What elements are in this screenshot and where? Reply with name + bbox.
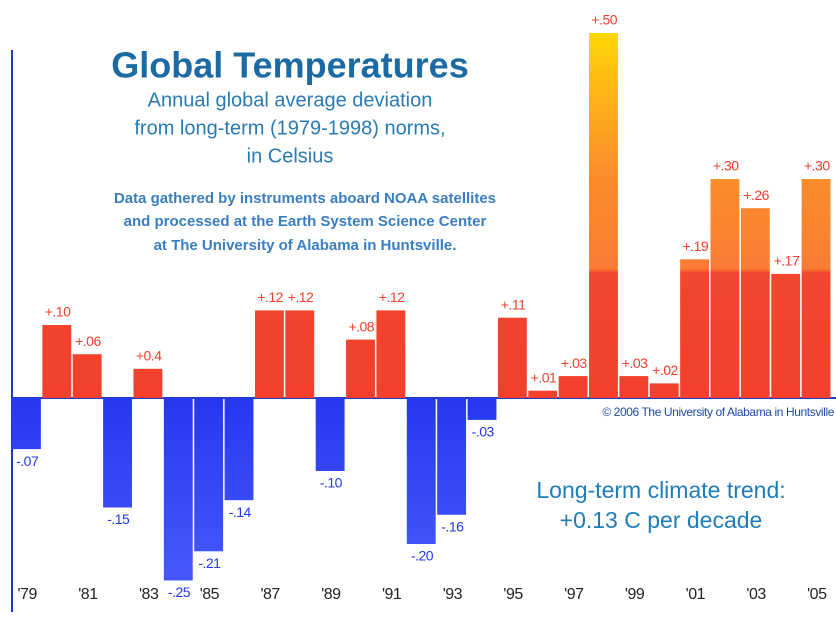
x-tick-label: '97 — [564, 586, 584, 603]
chart-title: Global Temperatures — [111, 45, 468, 86]
x-tick-label: '99 — [625, 586, 645, 603]
bar — [619, 376, 649, 398]
value-label: +.10 — [45, 304, 71, 320]
x-tick-label: '05 — [807, 586, 827, 603]
bar — [558, 376, 588, 398]
bar — [133, 368, 163, 398]
bar — [224, 398, 254, 501]
subtitle: from long-term (1979-1998) norms, — [134, 117, 445, 139]
bar — [740, 208, 770, 398]
x-tick-label: '83 — [139, 586, 159, 603]
bar — [42, 325, 72, 398]
value-label: +.30 — [804, 158, 830, 174]
value-label: -.07 — [16, 453, 39, 469]
bar — [710, 179, 740, 398]
annotation: Long-term climate trend: — [536, 477, 785, 503]
value-label: -.20 — [411, 548, 434, 564]
value-label: +.12 — [288, 289, 314, 305]
subtitle: Annual global average deviation — [148, 89, 433, 111]
value-label: +.06 — [75, 333, 101, 349]
x-tick-label: '03 — [746, 586, 766, 603]
value-label: +.08 — [348, 318, 374, 334]
value-label: -.21 — [198, 555, 221, 571]
x-tick-label: '01 — [686, 586, 706, 603]
bar — [528, 390, 558, 398]
subtitle: in Celsius — [247, 145, 334, 167]
value-label: +.26 — [743, 187, 769, 203]
source-note: and processed at the Earth System Scienc… — [124, 213, 487, 230]
x-tick-label: '91 — [382, 586, 402, 603]
value-label: +.03 — [622, 355, 648, 371]
bar — [437, 398, 467, 515]
value-label: +.02 — [652, 362, 678, 378]
bar — [103, 398, 132, 508]
x-tick-label: '81 — [78, 586, 98, 603]
value-label: +.19 — [683, 238, 709, 254]
bar — [12, 398, 41, 450]
value-label: +.12 — [379, 289, 405, 305]
bar — [801, 179, 831, 398]
source-note: Data gathered by instruments aboard NOAA… — [114, 190, 496, 207]
value-label: +.12 — [257, 289, 283, 305]
value-label: +.50 — [591, 12, 617, 28]
x-tick-label: '85 — [200, 586, 220, 603]
bar — [497, 317, 527, 398]
value-label: +.17 — [774, 253, 800, 269]
value-label: +.01 — [531, 369, 557, 385]
value-label: +.11 — [501, 296, 526, 312]
value-label: -.25 — [168, 584, 191, 600]
x-tick-label: '79 — [18, 586, 38, 603]
bar — [163, 398, 193, 581]
value-label: +.03 — [561, 355, 587, 371]
x-tick-label: '93 — [443, 586, 463, 603]
bar — [72, 354, 102, 398]
bar — [680, 259, 710, 398]
bar — [649, 383, 679, 398]
bar — [285, 310, 315, 398]
bar — [406, 398, 436, 544]
value-label: +0.4 — [136, 348, 162, 364]
bar — [376, 310, 406, 398]
copyright: © 2006 The University of Alabama in Hunt… — [602, 405, 834, 419]
bar — [315, 398, 345, 471]
bar — [254, 310, 284, 398]
bar — [467, 398, 497, 420]
x-tick-label: '87 — [260, 586, 280, 603]
value-label: -.10 — [320, 475, 343, 491]
source-note: at The University of Alabama in Huntsvil… — [154, 237, 457, 254]
value-label: +.30 — [713, 158, 739, 174]
bar — [346, 339, 375, 398]
bar — [589, 33, 618, 398]
x-tick-label: '95 — [503, 586, 523, 603]
value-label: -.15 — [107, 511, 130, 527]
value-label: -.16 — [441, 519, 464, 535]
bar — [771, 273, 801, 398]
value-label: -.03 — [472, 424, 495, 440]
bar — [194, 398, 224, 552]
x-tick-label: '89 — [321, 586, 341, 603]
value-label: -.14 — [229, 504, 252, 520]
annotation: +0.13 C per decade — [560, 507, 763, 533]
